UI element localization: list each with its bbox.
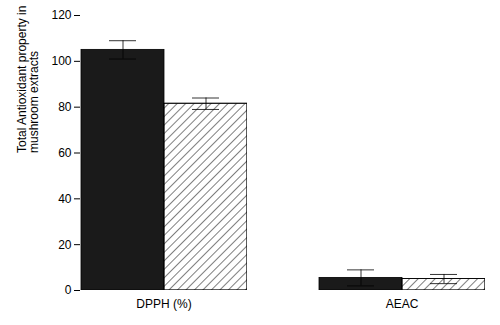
svg-text:0: 0 (65, 283, 72, 297)
svg-text:40: 40 (58, 192, 72, 206)
svg-text:AEAC: AEAC (386, 297, 419, 311)
svg-text:DPPH (%): DPPH (%) (136, 297, 191, 311)
svg-text:20: 20 (58, 238, 72, 252)
svg-text:100: 100 (51, 54, 71, 68)
svg-text:120: 120 (51, 8, 71, 22)
svg-text:60: 60 (58, 146, 72, 160)
svg-text:80: 80 (58, 100, 72, 114)
svg-text:Total Antioxidant property inm: Total Antioxidant property inmushroom ex… (15, 6, 41, 153)
